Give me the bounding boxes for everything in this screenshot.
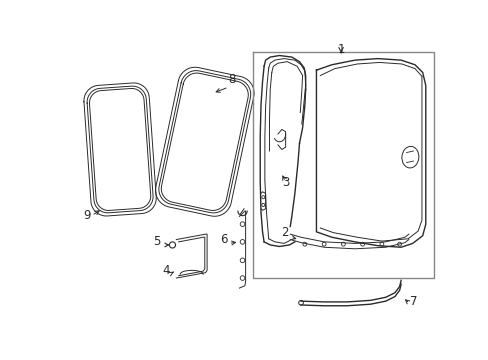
Text: 1: 1: [337, 43, 344, 56]
Text: 9: 9: [83, 209, 91, 222]
Text: 8: 8: [227, 73, 235, 86]
Text: 4: 4: [163, 264, 170, 277]
Text: 6: 6: [219, 233, 226, 246]
Text: 2: 2: [281, 226, 288, 239]
Text: 5: 5: [153, 235, 161, 248]
Text: 7: 7: [409, 295, 417, 308]
Text: 3: 3: [282, 176, 289, 189]
